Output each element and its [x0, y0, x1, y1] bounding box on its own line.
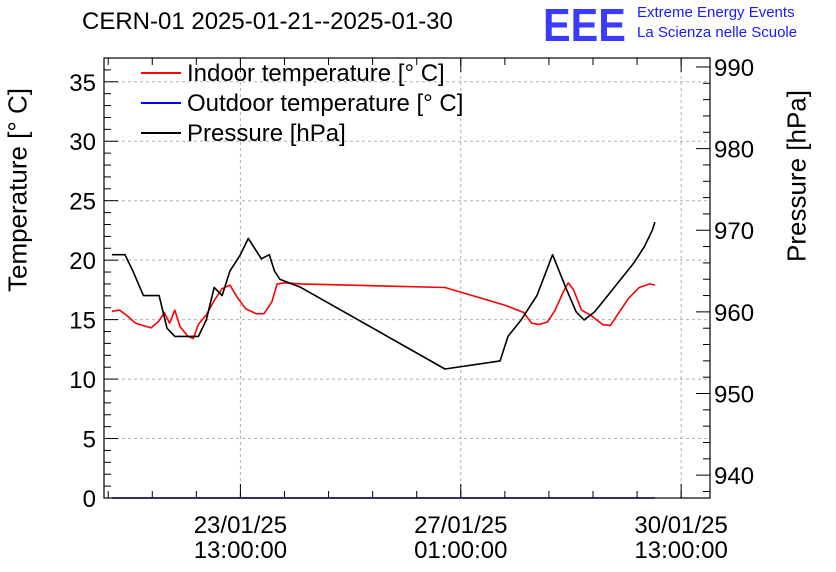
x-tick-label-date: 30/01/25	[634, 512, 727, 539]
eee-logo-line2: La Scienza nelle Scuole	[637, 24, 798, 41]
axis-ticks	[104, 57, 710, 499]
x-tick-label-date: 23/01/25	[194, 512, 287, 539]
series-layer	[111, 221, 656, 499]
x-tick-label-time: 13:00:00	[194, 537, 287, 564]
eee-logo-text: EEE	[543, 0, 626, 51]
legend-label: Pressure [hPa]	[187, 120, 346, 147]
series-line-pressure	[111, 221, 656, 370]
y-right-tick-label: 970	[714, 218, 754, 245]
y-right-tick-label: 980	[714, 137, 754, 164]
x-tick-label-time: 13:00:00	[634, 537, 727, 564]
legend-label: Indoor temperature [° C]	[187, 60, 445, 87]
y-tick-label: 30	[69, 129, 96, 156]
y-tick-label: 25	[69, 189, 96, 216]
y-right-tick-label: 990	[714, 55, 754, 82]
eee-logo-line1: Extreme Energy Events	[637, 4, 795, 21]
y-axis-label-right: Pressure [hPa]	[781, 90, 812, 262]
legend-label: Outdoor temperature [° C]	[187, 90, 463, 117]
y-tick-label: 10	[69, 367, 96, 394]
plot-frame	[103, 57, 711, 499]
y-axis-label-left: Temperature [° C]	[2, 87, 33, 293]
x-tick-label-date: 27/01/25	[414, 512, 507, 539]
y-right-tick-label: 950	[714, 382, 754, 409]
y-tick-label: 5	[83, 427, 96, 454]
y-right-tick-label: 960	[714, 300, 754, 327]
legend: Indoor temperature [° C] Outdoor temperat…	[141, 60, 463, 147]
x-tick-label-time: 01:00:00	[414, 537, 507, 564]
y-tick-label: 15	[69, 308, 96, 335]
y-right-tick-label: 940	[714, 463, 754, 490]
y-tick-label: 20	[69, 248, 96, 275]
grid-lines	[104, 58, 710, 498]
series-line-indoor	[111, 281, 656, 340]
chart-title: CERN-01 2025-01-21--2025-01-30	[82, 8, 453, 35]
tick-labels: 0 5 10 15 20 25 30 35 940 950 960 970 980 990 23/01/25…	[69, 55, 754, 564]
y-tick-label: 35	[69, 70, 96, 97]
y-tick-label: 0	[83, 486, 96, 513]
